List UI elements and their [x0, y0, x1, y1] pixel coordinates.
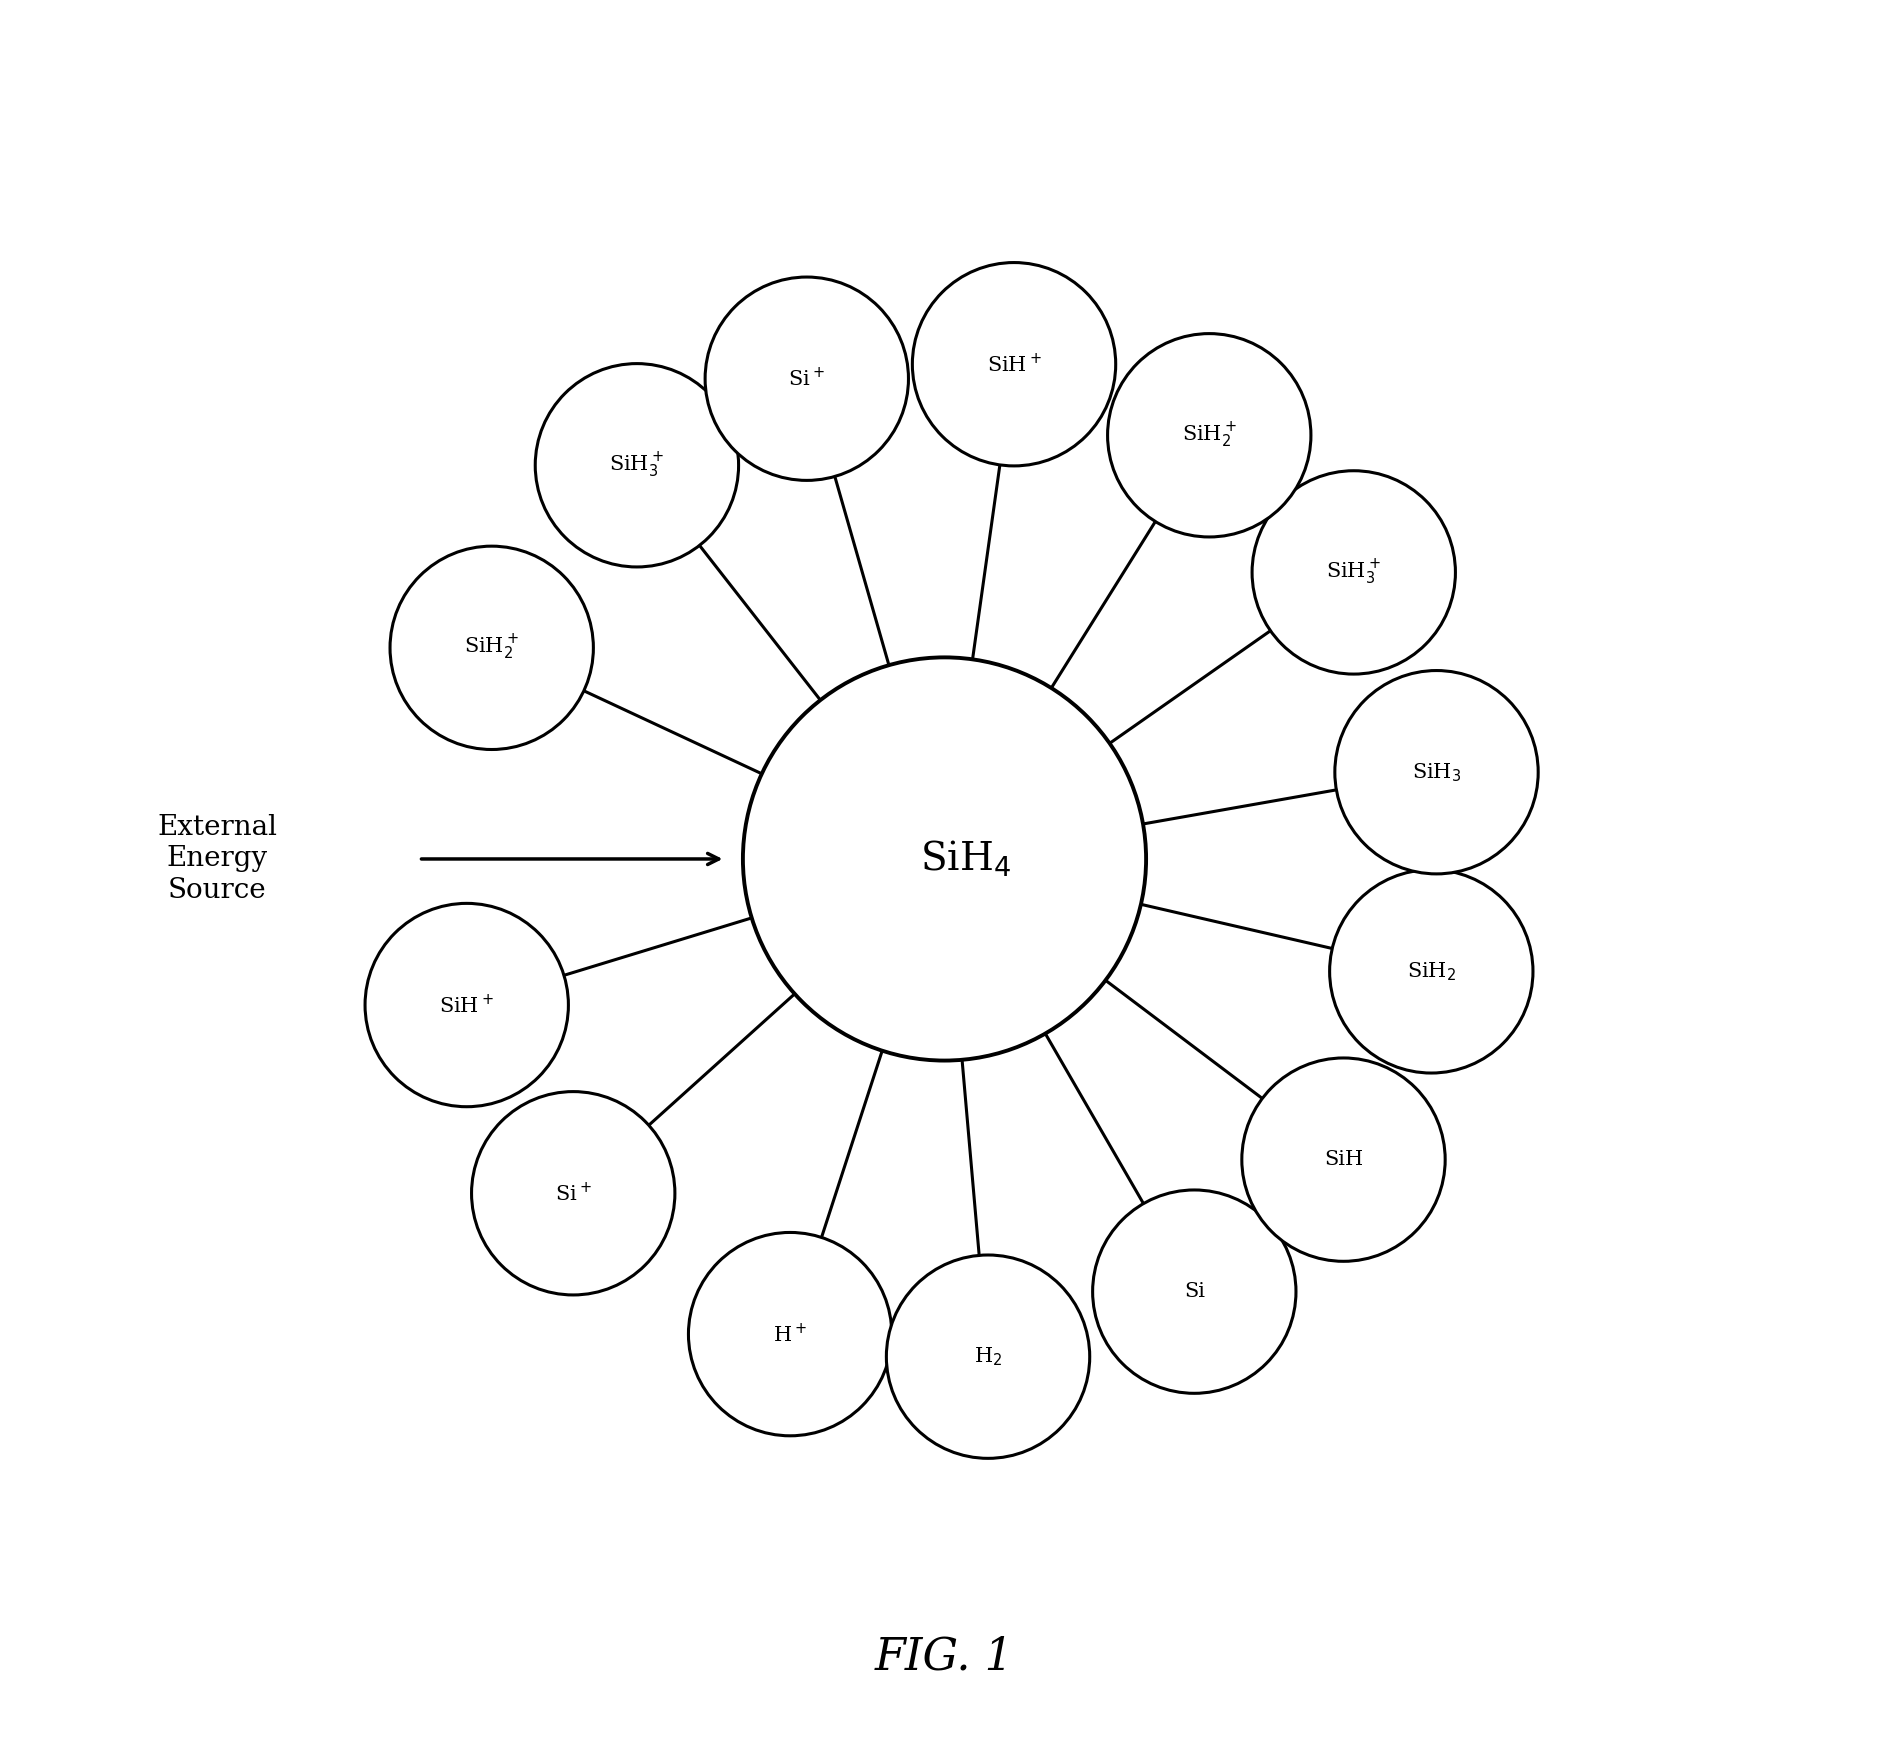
Circle shape	[912, 263, 1116, 466]
Circle shape	[1330, 869, 1534, 1073]
Circle shape	[742, 657, 1147, 1061]
Text: SiH$_3^+$: SiH$_3^+$	[1326, 557, 1381, 587]
Text: FIG. 1: FIG. 1	[875, 1636, 1014, 1678]
Text: SiH$_2^+$: SiH$_2^+$	[1183, 421, 1237, 451]
Text: Si: Si	[1184, 1281, 1205, 1301]
Circle shape	[1252, 472, 1455, 675]
Text: SiH$_3^+$: SiH$_3^+$	[610, 451, 665, 480]
Text: SiH$_3$: SiH$_3$	[1411, 761, 1462, 784]
Circle shape	[688, 1232, 892, 1436]
Text: H$^+$: H$^+$	[773, 1322, 807, 1346]
Text: H$_2$: H$_2$	[975, 1345, 1003, 1367]
Text: SiH: SiH	[1324, 1150, 1364, 1169]
Text: SiH$^+$: SiH$^+$	[440, 994, 495, 1017]
Text: SiH$^+$: SiH$^+$	[986, 352, 1041, 375]
Circle shape	[365, 903, 569, 1106]
Circle shape	[1241, 1059, 1445, 1262]
Circle shape	[535, 363, 739, 566]
Circle shape	[705, 277, 909, 480]
Text: SiH$_4$: SiH$_4$	[920, 840, 1011, 878]
Text: Si$^+$: Si$^+$	[788, 366, 825, 391]
Circle shape	[886, 1255, 1090, 1458]
Circle shape	[389, 547, 593, 750]
Circle shape	[472, 1092, 674, 1295]
Circle shape	[1107, 333, 1311, 536]
Text: SiH$_2$: SiH$_2$	[1407, 961, 1456, 983]
Text: Si$^+$: Si$^+$	[555, 1182, 591, 1204]
Circle shape	[1092, 1190, 1296, 1394]
Text: SiH$_2^+$: SiH$_2^+$	[465, 633, 519, 663]
Text: External
Energy
Source: External Energy Source	[157, 815, 278, 903]
Circle shape	[1336, 671, 1538, 875]
